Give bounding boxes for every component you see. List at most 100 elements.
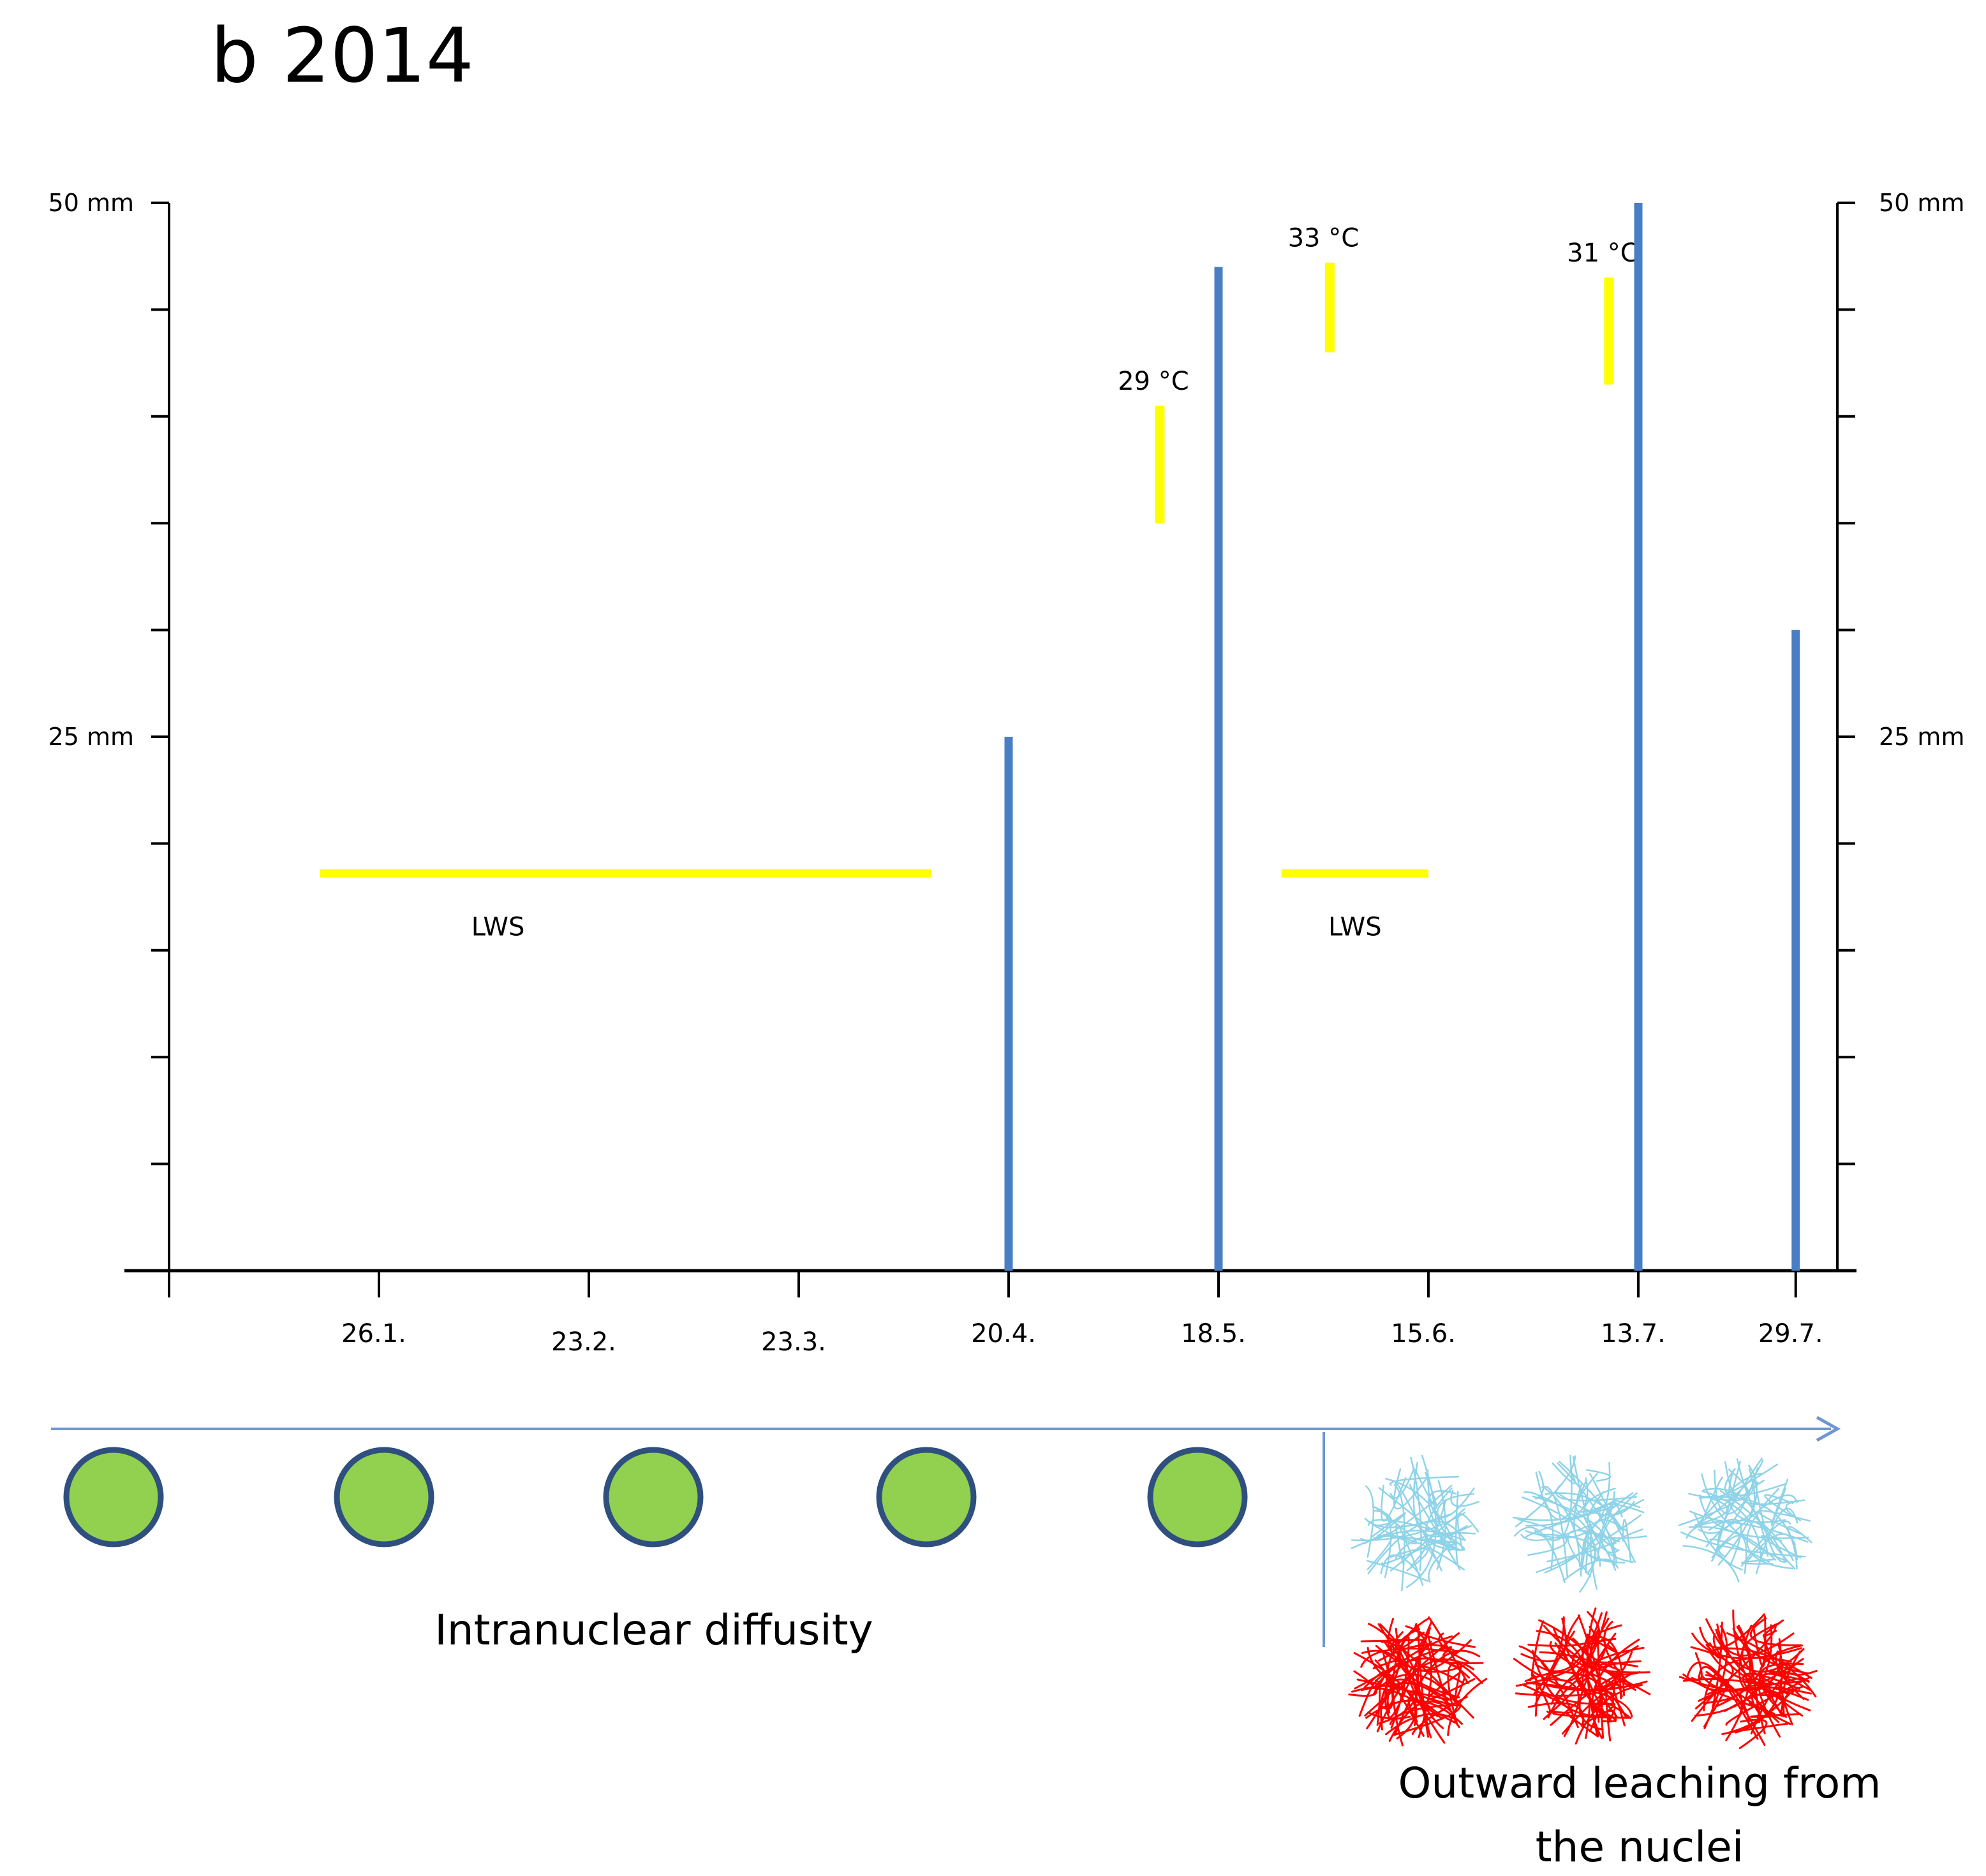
scribble-stroke <box>1525 1461 1611 1539</box>
scribble-stroke <box>1760 1535 1802 1559</box>
scribble-stroke <box>1693 1459 1764 1528</box>
scribble-stroke <box>1524 1671 1627 1719</box>
intact-nucleus <box>1147 1447 1248 1547</box>
scribble-stroke <box>1589 1629 1619 1718</box>
scribble-stroke <box>1393 1468 1428 1510</box>
scribble-stroke <box>1717 1458 1763 1557</box>
scribble-stroke <box>1587 1491 1648 1539</box>
scribble-stroke <box>1678 1496 1735 1526</box>
scribble-stroke <box>1690 1646 1734 1695</box>
x-tick-label: 23.2. <box>551 1327 616 1357</box>
scribble-stroke <box>1546 1542 1615 1563</box>
scribble-stroke <box>1542 1690 1612 1706</box>
scribble-stroke <box>1567 1530 1620 1577</box>
scribble-stroke <box>1753 1474 1788 1563</box>
scribble-stroke <box>1536 1514 1641 1573</box>
scribble-stroke <box>1709 1538 1770 1563</box>
scribble-stroke <box>1735 1643 1783 1734</box>
scribble-stroke <box>1545 1492 1624 1532</box>
scribble-stroke <box>1534 1454 1573 1542</box>
y-tick-label-left: 25 mm <box>48 723 134 751</box>
scribble-stroke <box>1368 1623 1474 1719</box>
scribble-stroke <box>1689 1468 1756 1523</box>
scribble-stroke <box>1775 1650 1805 1700</box>
y-tick-label-right: 25 mm <box>1879 723 1964 751</box>
temperature-label: 33 °C <box>1288 224 1360 253</box>
scribble-stroke <box>1414 1468 1437 1509</box>
scribble-stroke <box>1527 1702 1585 1728</box>
scribble-stroke <box>1552 1462 1576 1485</box>
chart-title: b 2014 <box>211 11 474 100</box>
scribble-stroke <box>1583 1624 1622 1671</box>
x-tick-label: 15.6. <box>1391 1319 1456 1348</box>
scribble-stroke <box>1533 1616 1565 1695</box>
scribble-stroke <box>1732 1609 1768 1717</box>
precipitation-bars <box>1004 203 1800 1271</box>
scribble-stroke <box>1388 1627 1432 1718</box>
scribble-stroke <box>1700 1476 1724 1525</box>
scribble-stroke <box>1428 1490 1457 1552</box>
scribble-stroke <box>1541 1486 1569 1577</box>
scribble-stroke <box>1353 1651 1416 1739</box>
scribble-stroke <box>1724 1468 1787 1496</box>
scribble-stroke <box>1455 1491 1459 1565</box>
scribble-stroke <box>1395 1532 1476 1559</box>
leaching-nucleus-dark <box>1678 1609 1818 1750</box>
intact-nucleus <box>63 1447 164 1547</box>
scribble-stroke <box>1428 1544 1452 1583</box>
scribble-stroke <box>1724 1690 1784 1717</box>
lws-label: LWS <box>1328 912 1382 942</box>
scribble-stroke <box>1410 1498 1447 1567</box>
scribble-stroke <box>1410 1456 1422 1572</box>
scribble-stroke <box>1688 1468 1749 1502</box>
temperature-label: 29 °C <box>1118 367 1189 396</box>
intact-nucleus <box>334 1447 434 1547</box>
temperature-markers: 29 °C 33 °C 31 °C <box>1118 224 1638 524</box>
scribble-stroke <box>1552 1711 1629 1719</box>
scribble-stroke <box>1622 1519 1632 1563</box>
scribble-stroke <box>1725 1624 1751 1741</box>
scribble-stroke <box>1708 1650 1807 1685</box>
scribble-stroke <box>1367 1711 1411 1720</box>
scribble-stroke <box>1374 1659 1425 1737</box>
scribble-stroke <box>1455 1661 1465 1700</box>
y-tick-label-right: 50 mm <box>1879 189 1964 217</box>
scribble-stroke <box>1703 1625 1728 1729</box>
scribble-stroke <box>1709 1647 1812 1680</box>
intact-nucleus <box>876 1447 977 1547</box>
scribble-stroke <box>1393 1484 1405 1592</box>
scribble-stroke <box>1742 1479 1805 1505</box>
intranuclear-caption: Intranuclear diffusity <box>434 1606 873 1655</box>
scribble-stroke <box>1538 1678 1580 1738</box>
scribble-stroke <box>1586 1607 1599 1736</box>
scribble-stroke <box>1612 1500 1641 1509</box>
scribble-stroke <box>1427 1469 1475 1519</box>
leaching-caption-line2: the nuclei <box>1536 1822 1744 1872</box>
scribble-stroke <box>1381 1477 1407 1522</box>
scribble-stroke <box>1680 1531 1806 1558</box>
leaching-nucleus-light <box>1678 1458 1812 1583</box>
scribble-stroke <box>1364 1512 1454 1528</box>
scribble-stroke <box>1730 1722 1790 1734</box>
scribble-stroke <box>1351 1530 1465 1549</box>
scribble-stroke <box>1698 1467 1759 1534</box>
scribble-stroke <box>1385 1628 1420 1714</box>
scribble-stroke <box>1686 1661 1766 1747</box>
scribble-stroke <box>1612 1528 1643 1551</box>
scribble-stroke <box>1389 1475 1460 1486</box>
lws-periods: LWS LWS <box>320 869 1428 942</box>
scribble-stroke <box>1532 1495 1615 1568</box>
intact-nucleus <box>603 1447 704 1547</box>
scribble-stroke <box>1763 1619 1784 1637</box>
scribble-stroke <box>1450 1489 1480 1507</box>
scribble-stroke <box>1575 1472 1615 1513</box>
scribble-stroke <box>1682 1545 1740 1583</box>
scribble-stroke <box>1348 1670 1377 1697</box>
scribble-stroke <box>1388 1547 1428 1572</box>
scribble-stroke <box>1447 1662 1483 1726</box>
scribble-stroke <box>1558 1461 1621 1530</box>
scribble-stroke <box>1360 1639 1425 1643</box>
scribble-stroke <box>1385 1713 1455 1736</box>
scribble-stroke <box>1380 1678 1452 1731</box>
axes: 50 mm 50 mm 25 mm 25 mm 26.1. 23.2. 23.3. 20.4.… <box>48 189 1965 1357</box>
